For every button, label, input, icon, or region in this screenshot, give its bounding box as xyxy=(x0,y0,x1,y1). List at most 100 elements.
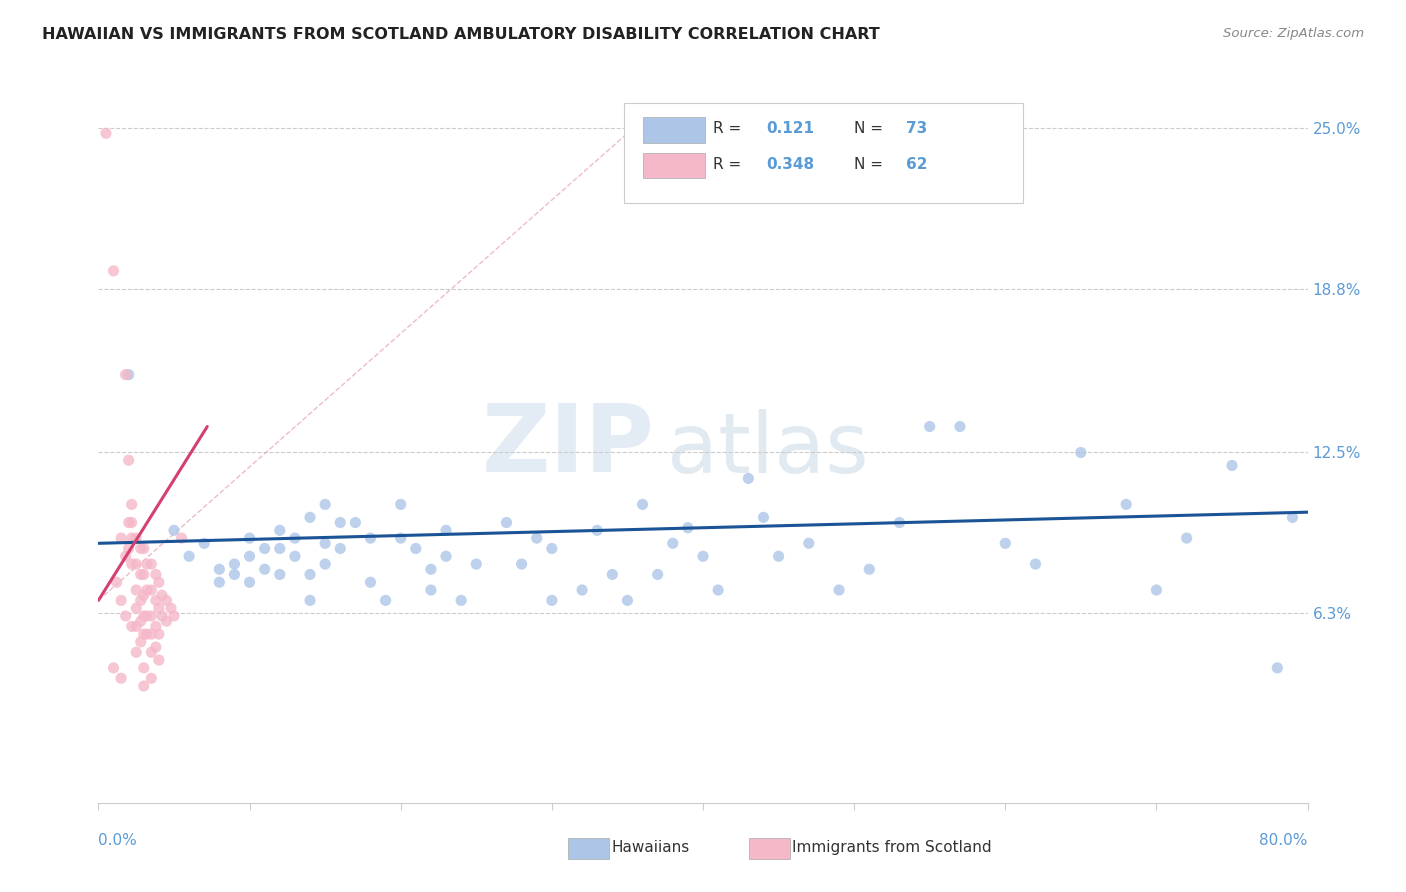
Point xyxy=(692,549,714,564)
Point xyxy=(145,567,167,582)
Text: Hawaiians: Hawaiians xyxy=(612,839,689,855)
Point xyxy=(132,679,155,693)
Text: Immigrants from Scotland: Immigrants from Scotland xyxy=(793,839,993,855)
Point xyxy=(253,562,276,576)
Point xyxy=(125,557,148,571)
Point xyxy=(918,419,941,434)
Point xyxy=(132,541,155,556)
Point xyxy=(661,536,683,550)
Point xyxy=(121,497,143,511)
Point xyxy=(170,531,193,545)
Point xyxy=(94,126,117,140)
Point xyxy=(329,541,352,556)
Point xyxy=(145,593,167,607)
Point xyxy=(752,510,775,524)
FancyBboxPatch shape xyxy=(624,103,1024,203)
Text: Source: ZipAtlas.com: Source: ZipAtlas.com xyxy=(1223,27,1364,40)
Point xyxy=(125,619,148,633)
Point xyxy=(299,567,322,582)
Point xyxy=(150,588,173,602)
Point xyxy=(114,609,136,624)
Point xyxy=(132,661,155,675)
Point xyxy=(994,536,1017,550)
Point xyxy=(540,541,562,556)
Point xyxy=(465,557,488,571)
Point xyxy=(299,510,322,524)
Point xyxy=(105,575,128,590)
Point xyxy=(148,627,170,641)
Point xyxy=(253,541,276,556)
Text: atlas: atlas xyxy=(666,409,869,490)
Point xyxy=(129,635,152,649)
Point xyxy=(129,593,152,607)
Point xyxy=(103,264,125,278)
Point xyxy=(737,471,759,485)
Point xyxy=(135,582,157,597)
Point xyxy=(889,516,911,530)
Point xyxy=(150,609,173,624)
Point xyxy=(707,582,730,597)
Point xyxy=(374,593,396,607)
Point xyxy=(540,593,562,607)
Point xyxy=(949,419,972,434)
Point xyxy=(148,575,170,590)
Point xyxy=(125,601,148,615)
Point xyxy=(118,453,141,467)
Point xyxy=(1267,661,1289,675)
Point xyxy=(132,609,155,624)
Point xyxy=(145,619,167,633)
Point xyxy=(329,516,352,530)
Point xyxy=(239,531,262,545)
FancyBboxPatch shape xyxy=(643,117,706,143)
Point xyxy=(239,549,262,564)
Point xyxy=(148,601,170,615)
Point xyxy=(1281,510,1303,524)
Point xyxy=(110,531,132,545)
Point xyxy=(118,516,141,530)
Point xyxy=(121,516,143,530)
Point xyxy=(132,588,155,602)
Text: R =: R = xyxy=(713,157,741,171)
Text: N =: N = xyxy=(855,121,883,136)
Point xyxy=(586,524,609,538)
Point xyxy=(129,541,152,556)
Point xyxy=(284,531,307,545)
Point xyxy=(132,567,155,582)
Point xyxy=(434,524,457,538)
Point xyxy=(135,609,157,624)
Point xyxy=(121,619,143,633)
Point xyxy=(1115,497,1137,511)
Point xyxy=(132,627,155,641)
Point xyxy=(129,614,152,628)
Text: 80.0%: 80.0% xyxy=(1260,833,1308,848)
Point xyxy=(141,627,163,641)
Point xyxy=(768,549,790,564)
Point xyxy=(1175,531,1198,545)
Point xyxy=(602,567,624,582)
Point xyxy=(103,661,125,675)
Point xyxy=(1070,445,1092,459)
Point xyxy=(141,557,163,571)
Point xyxy=(163,524,186,538)
Point xyxy=(420,562,443,576)
Point xyxy=(420,582,443,597)
Point xyxy=(647,567,669,582)
Text: N =: N = xyxy=(855,157,883,171)
Point xyxy=(224,567,246,582)
Point xyxy=(676,521,699,535)
Text: ZIP: ZIP xyxy=(482,400,655,492)
Point xyxy=(208,575,231,590)
Point xyxy=(121,531,143,545)
Point xyxy=(360,575,382,590)
Point xyxy=(797,536,820,550)
Point xyxy=(179,549,201,564)
Point xyxy=(239,575,262,590)
FancyBboxPatch shape xyxy=(643,153,706,178)
Point xyxy=(129,567,152,582)
Point xyxy=(125,645,148,659)
Point xyxy=(389,497,412,511)
Point xyxy=(344,516,367,530)
Point xyxy=(616,593,638,607)
Text: 62: 62 xyxy=(905,157,928,171)
Point xyxy=(145,640,167,654)
